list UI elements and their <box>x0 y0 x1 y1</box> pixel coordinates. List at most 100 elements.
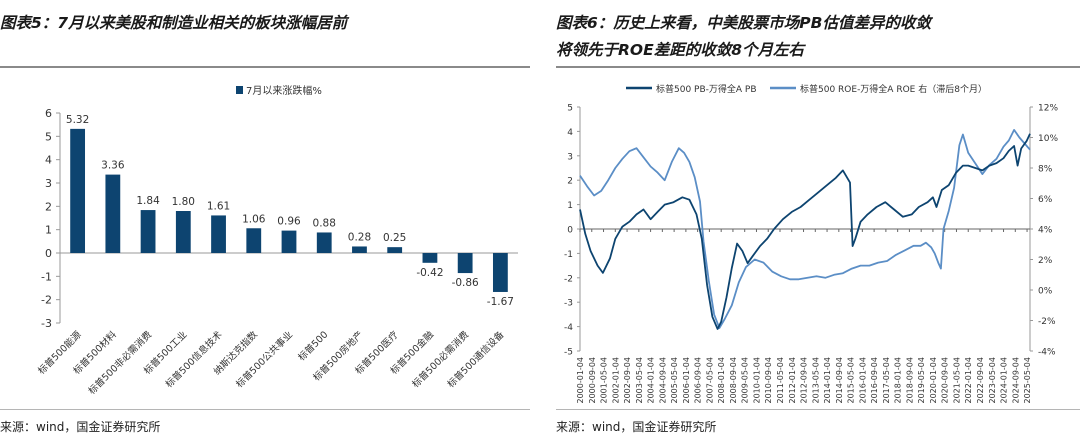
left-y-tick-label: -1 <box>564 250 573 260</box>
right-source-note: 来源：wind，国金证券研究所 <box>556 420 717 434</box>
x-tick-label: 2014-01-04 <box>823 357 832 404</box>
data-label: 0.25 <box>383 232 406 244</box>
x-tick-label: 2002-01-04 <box>611 357 620 404</box>
line-chart: 标普500 PB-万得全A PB 标普500 ROE-万得全A ROE 右（滞后8… <box>564 83 1058 404</box>
left-chart-title: 图表5：7月以来美股和制造业相关的板块涨幅居前 <box>0 14 348 32</box>
right-title-line1: 图表6：历史上来看，中美股票市场PB估值差异的收敛 <box>556 14 931 32</box>
x-tick-label: 2024-09-04 <box>1011 357 1020 404</box>
left-y-tick-label: -3 <box>564 299 573 309</box>
bar <box>457 253 473 274</box>
data-label: -0.86 <box>452 277 479 289</box>
legend-label: 7月以来涨跌幅% <box>246 84 322 97</box>
x-tick-label: 2011-05-04 <box>776 357 785 404</box>
legend-label-pb: 标普500 PB-万得全A PB <box>656 83 757 95</box>
right-y-tick-label: 4% <box>1038 226 1053 236</box>
data-label: 1.61 <box>207 200 230 212</box>
data-label: 0.88 <box>313 217 336 229</box>
left-y-tick-label: 1 <box>567 201 573 211</box>
y-tick-label: -2 <box>41 294 52 307</box>
x-tick-label: 2007-05-04 <box>705 357 714 404</box>
footer-divider <box>556 409 1080 410</box>
bar <box>105 174 121 253</box>
x-tick-label: 2012-01-04 <box>788 357 797 404</box>
footer-divider <box>0 409 530 410</box>
data-label: 3.36 <box>101 160 125 172</box>
right-y-tick-label: 2% <box>1038 256 1053 266</box>
title-divider <box>0 66 530 68</box>
y-tick-label: 1 <box>45 224 52 237</box>
left-y-tick-label: 2 <box>567 177 573 187</box>
x-tick-label: 2022-01-04 <box>964 357 973 404</box>
x-tick-label: 2018-09-04 <box>905 357 914 404</box>
title-divider <box>556 66 1080 68</box>
left-y-tick-label: 3 <box>567 152 573 162</box>
x-tick-label: 2009-05-04 <box>741 357 750 404</box>
x-tick-label: 2002-09-04 <box>623 357 632 404</box>
category-label: 标普500 <box>296 329 331 364</box>
bar <box>246 228 262 253</box>
legend-swatch <box>236 86 243 94</box>
right-panel: 图表6：历史上来看，中美股票市场PB估值差异的收敛 将领先于ROE差距的收敛8个… <box>556 0 1080 442</box>
bar <box>281 230 297 253</box>
bar <box>140 210 156 253</box>
left-y-tick-label: 5 <box>567 104 573 114</box>
x-tick-label: 2010-01-04 <box>752 357 761 404</box>
bar <box>211 215 226 253</box>
x-tick-label: 2000-01-04 <box>576 357 585 404</box>
y-tick-label: 5 <box>45 130 52 143</box>
right-y-tick-label: 8% <box>1038 165 1053 175</box>
left-panel: 图表5：7月以来美股和制造业相关的板块涨幅居前 7月以来涨跌幅% -3 -2 -1 0 1… <box>0 0 530 442</box>
bar <box>492 253 508 292</box>
x-tick-label: 2020-09-04 <box>941 357 950 404</box>
right-chart-title: 图表6：历史上来看，中美股票市场PB估值差异的收敛 将领先于ROE差距的收敛8个… <box>556 10 931 64</box>
x-tick-label: 2004-01-04 <box>647 357 656 404</box>
x-tick-label: 2014-09-04 <box>835 357 844 404</box>
data-label: 1.84 <box>136 195 160 207</box>
data-label: 0.96 <box>277 216 301 228</box>
x-tick-label: 2000-09-04 <box>588 357 597 404</box>
x-tick-label: 2001-05-04 <box>600 357 609 404</box>
y-tick-label: -1 <box>41 270 52 283</box>
x-tick-label: 2003-05-04 <box>635 357 644 404</box>
legend-label-roe: 标普500 ROE-万得全A ROE 右（滞后8个月） <box>800 83 987 95</box>
right-title-line2: 将领先于ROE差距的收敛8个月左右 <box>556 41 804 59</box>
y-tick-label: 6 <box>45 107 52 120</box>
x-tick-label: 2006-09-04 <box>694 357 703 404</box>
left-y-tick-label: -4 <box>564 323 573 333</box>
right-y-tick-label: 6% <box>1038 195 1053 205</box>
x-tick-label: 2019-05-04 <box>917 357 926 404</box>
x-tick-label: 2013-05-04 <box>811 357 820 404</box>
bar <box>387 247 403 253</box>
x-tick-label: 2021-05-04 <box>952 357 961 404</box>
left-y-tick-label: -5 <box>564 348 573 358</box>
right-y-tick-label: 0% <box>1038 287 1053 297</box>
y-tick-label: 0 <box>45 247 52 260</box>
x-tick-label: 2008-01-04 <box>717 357 726 404</box>
x-tick-label: 2025-05-04 <box>1023 357 1032 404</box>
y-tick-label: 2 <box>45 200 52 213</box>
y-tick-label: 4 <box>45 154 52 167</box>
left-y-tick-label: 4 <box>567 128 573 138</box>
bar <box>352 246 367 253</box>
y-tick-label: -3 <box>41 317 52 330</box>
x-tick-label: 2008-09-04 <box>729 357 738 404</box>
category-label: 标普500非必需消费 <box>86 329 154 397</box>
x-tick-label: 2004-09-04 <box>658 357 667 404</box>
x-tick-label: 2010-09-04 <box>764 357 773 404</box>
x-tick-label: 2015-05-04 <box>847 357 856 404</box>
bar <box>316 232 332 253</box>
right-y-tick-label: -4% <box>1038 348 1056 358</box>
bar <box>70 128 86 253</box>
data-label: 1.06 <box>242 213 266 225</box>
x-tick-label: 2006-01-04 <box>682 357 691 404</box>
series-roe-line <box>579 129 1031 329</box>
left-source-note: 来源：wind，国金证券研究所 <box>0 420 161 434</box>
y-tick-label: 3 <box>45 177 52 190</box>
left-y-tick-label: -2 <box>564 274 573 284</box>
data-label: 5.32 <box>66 114 89 126</box>
data-label: -1.67 <box>487 296 514 308</box>
left-y-tick-label: 0 <box>567 226 573 236</box>
data-label: 0.28 <box>348 231 371 243</box>
x-tick-label: 2020-01-04 <box>929 357 938 404</box>
data-label: 1.80 <box>172 196 195 208</box>
